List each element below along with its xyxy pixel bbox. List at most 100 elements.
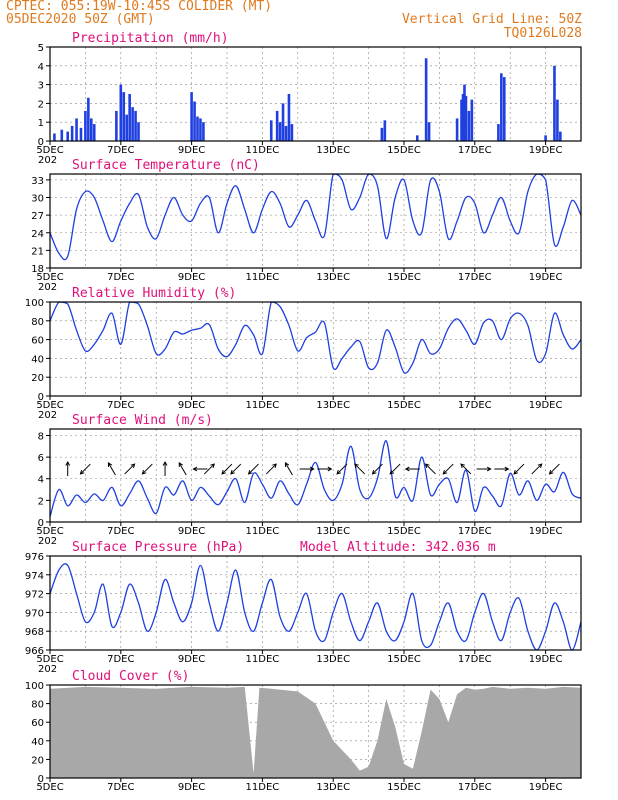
y-tick-label: 0 [38, 774, 44, 785]
x-tick-label: 7DEC [107, 526, 134, 537]
temperature-title: Surface Temperature (nC) [72, 158, 260, 173]
precip-bar [463, 84, 466, 141]
x-tick-label: 9DEC [178, 272, 205, 283]
humidity-line [49, 301, 582, 374]
x-tick-label: 17DEC [458, 654, 492, 665]
precip-bar [84, 110, 87, 141]
x-tick-label: 5DEC [36, 526, 63, 537]
wind-arrow [79, 463, 91, 475]
y-tick-label: 80 [31, 317, 44, 328]
wind-arrow [442, 463, 454, 475]
precip-bar [556, 99, 559, 141]
wind-arrow [124, 463, 136, 475]
x-tick-label: 9DEC [178, 782, 205, 793]
x-tick-label: 15DEC [387, 782, 421, 793]
wind-arrow [476, 466, 492, 472]
pressure-panel: 966 968 970 972 974 976 5DEC 7DEC 9DEC 11DEC 13DEC… [25, 540, 582, 675]
precip-bar [60, 129, 64, 141]
precipitation-title: Precipitation (mm/h) [72, 31, 229, 46]
y-tick-label: 33 [31, 176, 44, 187]
year-fragment: 202 [38, 155, 57, 166]
precip-bar [75, 118, 78, 141]
wind-arrow [107, 462, 116, 476]
y-tick-label: 60 [31, 718, 44, 729]
temperature-frame [49, 173, 582, 269]
y-tick-label: 2 [38, 496, 44, 507]
pressure-frame [49, 555, 582, 651]
precip-bar [115, 110, 118, 141]
wind-arrow [389, 463, 401, 475]
wind-arrow [230, 463, 242, 475]
y-tick-label: 968 [25, 627, 44, 638]
precip-bar [90, 118, 93, 141]
x-tick-label: 9DEC [178, 526, 205, 537]
wind-arrow [404, 466, 420, 472]
cloud-cover-panel: 0 20 40 60 80 100 5DEC 7DEC 9DEC 11DEC 13DEC 15DEC 1… [25, 669, 582, 793]
y-tick-label: 21 [31, 246, 44, 257]
cloud-cover-area [50, 686, 581, 778]
precip-bar [559, 131, 562, 141]
header-model-code: TQ0126L028 [503, 26, 582, 41]
y-tick-label: 0 [38, 518, 44, 529]
x-tick-label: 7DEC [107, 272, 134, 283]
x-tick-label: 19DEC [529, 145, 563, 156]
wind-title: Surface Wind (m/s) [72, 413, 213, 428]
year-fragment: 202 [38, 536, 57, 547]
wind-panel: 0 2 4 6 8 5DEC 7DEC 9DEC 11DEC 13DEC 15DEC 17DEC 19D… [36, 413, 582, 547]
precip-bar [128, 94, 131, 141]
precip-bar [137, 122, 140, 141]
y-tick-label: 6 [38, 453, 44, 464]
precip-bar [190, 92, 193, 141]
wind-arrow [203, 463, 215, 475]
pressure-title: Surface Pressure (hPa) [72, 540, 244, 555]
wind-arrow [162, 460, 168, 476]
precip-bar [275, 110, 279, 141]
precip-bar [92, 124, 96, 141]
precip-bar [66, 131, 69, 141]
precip-bar [427, 122, 431, 141]
y-tick-label: 2 [38, 99, 44, 110]
y-tick-label: 27 [31, 211, 44, 222]
precip-bar [269, 120, 273, 141]
wind-arrow [460, 463, 472, 475]
precip-bar [87, 97, 90, 141]
x-tick-label: 5DEC [36, 654, 63, 665]
wind-arrow [317, 466, 333, 472]
precip-bar [467, 110, 471, 141]
x-tick-label: 5DEC [36, 400, 63, 411]
precip-bar [497, 124, 500, 141]
x-tick-label: 13DEC [316, 782, 350, 793]
header-grid-note: Vertical Grid Line: 50Z [401, 12, 582, 27]
y-tick-label: 976 [25, 552, 44, 563]
wind-frame [49, 428, 582, 523]
precip-bar [53, 133, 56, 141]
y-tick-label: 1 [38, 118, 44, 129]
x-tick-label: 19DEC [529, 400, 563, 411]
precip-bar [503, 77, 506, 141]
y-tick-label: 970 [25, 608, 44, 619]
year-fragment: 202 [38, 664, 57, 675]
precip-bar [122, 92, 126, 141]
precip-bar [455, 118, 459, 141]
wind-arrow [513, 463, 525, 475]
x-tick-label: 7DEC [107, 145, 134, 156]
y-tick-label: 974 [25, 571, 44, 582]
wind-arrow [221, 463, 233, 475]
x-tick-label: 11DEC [246, 272, 280, 283]
precip-bar [290, 124, 294, 141]
x-tick-label: 5DEC [36, 782, 63, 793]
wind-arrow [354, 463, 366, 475]
y-tick-label: 20 [31, 755, 44, 766]
y-tick-label: 972 [25, 590, 44, 601]
x-tick-label: 11DEC [246, 782, 280, 793]
y-tick-label: 100 [25, 681, 44, 692]
precip-bar [553, 65, 556, 141]
x-tick-label: 13DEC [316, 145, 350, 156]
precip-bar [196, 116, 199, 141]
y-tick-label: 40 [31, 737, 44, 748]
precip-bar [415, 135, 419, 141]
y-tick-label: 5 [38, 43, 44, 54]
x-tick-label: 19DEC [529, 526, 563, 537]
precip-bar [119, 84, 123, 141]
x-tick-label: 17DEC [458, 145, 492, 156]
